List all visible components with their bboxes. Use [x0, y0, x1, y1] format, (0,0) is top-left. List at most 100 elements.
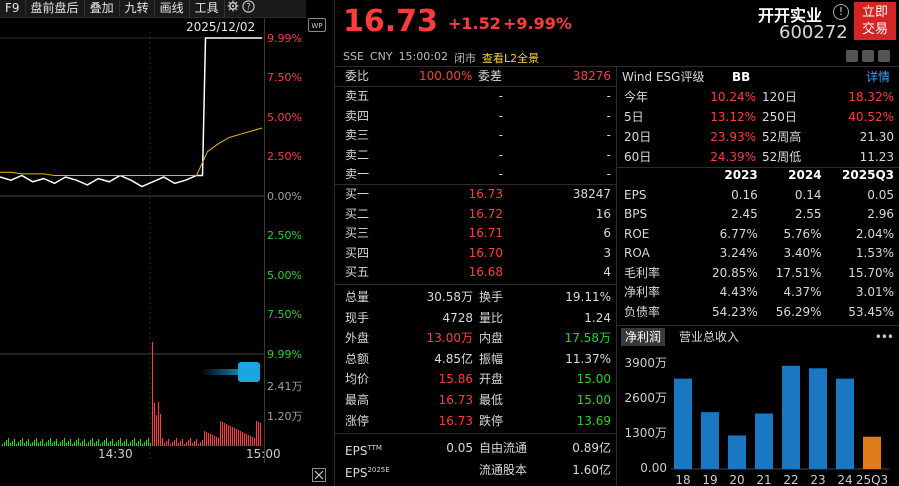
- volume-bar: [222, 422, 223, 446]
- volume-bar: [28, 439, 29, 446]
- pct-label-top-2: 5.00%: [267, 111, 302, 124]
- stat-value: 15.00: [576, 372, 611, 387]
- volume-bar: [82, 441, 83, 446]
- bid-row[interactable]: 买二 16.72 16: [345, 205, 613, 225]
- volume-bar: [36, 438, 37, 446]
- ask-price: -: [498, 128, 503, 143]
- volume-bar: [176, 438, 177, 446]
- stat-label: 振幅: [479, 351, 504, 366]
- volume-bar: [98, 439, 99, 446]
- eps-row: EPSTTM 0.05 自由流通 0.89亿: [345, 437, 613, 459]
- esg-row: Wind ESG评级 BB 详情: [622, 67, 894, 87]
- fin-value: 0.14: [794, 187, 822, 202]
- fin-value: 5.76%: [783, 226, 822, 241]
- wide-screen-icon[interactable]: WP: [308, 18, 326, 32]
- stat-label: 总额: [345, 351, 370, 366]
- ask-list: 卖五 - - 卖四 - - 卖三 - - 卖二 - - 卖一 - -: [345, 87, 613, 185]
- stat-label: 最高: [345, 392, 370, 407]
- profit-x-label: 18: [675, 473, 690, 486]
- ask-row[interactable]: 卖三 - -: [345, 126, 613, 146]
- profit-y-label: 1300万: [624, 426, 667, 440]
- stock-name: 开开实业: [758, 6, 823, 25]
- volume-bar: [244, 433, 245, 446]
- profit-bar[interactable]: [782, 365, 800, 469]
- ask-row[interactable]: 卖二 - -: [345, 146, 613, 166]
- header-tools: [846, 50, 890, 62]
- tab-revenue[interactable]: 营业总收入: [679, 330, 740, 344]
- profit-x-label: 24: [837, 473, 852, 486]
- ask-row[interactable]: 卖四 - -: [345, 107, 613, 127]
- stat-value: 4728: [442, 310, 473, 325]
- toolbar-nine-turn[interactable]: 九转: [120, 0, 155, 17]
- bid-row[interactable]: 买四 16.70 3: [345, 244, 613, 264]
- profit-bar[interactable]: [836, 378, 854, 469]
- bid-row[interactable]: 买三 16.71 6: [345, 224, 613, 244]
- ask-volume: -: [606, 167, 611, 182]
- stock-code: 600272: [779, 22, 848, 43]
- toolbar-draw-line[interactable]: 画线: [155, 0, 190, 17]
- profit-bar[interactable]: [728, 435, 746, 469]
- toolbar-premarket[interactable]: 盘前盘后: [26, 0, 85, 17]
- float-value: 0.89亿: [572, 441, 611, 455]
- float-label: 流通股本: [479, 463, 528, 477]
- ask-row[interactable]: 卖一 - -: [345, 165, 613, 185]
- more-icon[interactable]: •••: [874, 330, 894, 344]
- bell-icon[interactable]: [862, 50, 874, 62]
- fin-value: 56.29%: [775, 304, 822, 319]
- ask-label: 卖五: [345, 89, 370, 103]
- stat-label: 最低: [479, 392, 504, 407]
- stat-row: 总量 30.58万 换手 19.11%: [345, 287, 613, 308]
- volume-bar: [68, 441, 69, 446]
- toolbar-f9[interactable]: F9: [0, 0, 26, 17]
- profit-bar[interactable]: [755, 413, 773, 470]
- volume-bar: [106, 438, 107, 446]
- profit-bar[interactable]: [809, 368, 827, 469]
- volume-bar: [194, 441, 195, 446]
- bid-label: 买二: [345, 206, 370, 221]
- l2-link[interactable]: 查看L2全景: [481, 52, 540, 65]
- esg-detail-link[interactable]: 详情: [865, 70, 890, 84]
- return-label: 20日: [624, 130, 652, 144]
- stat-value: 15.86: [438, 372, 473, 387]
- volume-bar: [214, 436, 215, 446]
- tab-net-profit[interactable]: 净利润: [621, 328, 666, 346]
- fin-row: ROE 6.77% 5.76% 2.04%: [624, 225, 894, 245]
- volume-bar: [196, 439, 197, 446]
- info-icon[interactable]: !: [833, 4, 849, 20]
- trade-button[interactable]: 立即 交易: [854, 2, 896, 40]
- chart-grid: [0, 37, 264, 355]
- volume-bar: [18, 442, 19, 446]
- volume-bar: [168, 439, 169, 446]
- profit-bar[interactable]: [674, 378, 692, 469]
- bid-list: 买一 16.73 38247 买二 16.72 16 买三 16.71 6 买四 16.70 3 买五 1…: [345, 185, 613, 283]
- toolbar-tools[interactable]: 工具: [190, 0, 225, 17]
- edit-icon[interactable]: [846, 50, 858, 62]
- volume-bar: [226, 424, 227, 446]
- bid-row[interactable]: 买一 16.73 38247: [345, 185, 613, 205]
- gear-icon[interactable]: [225, 0, 241, 17]
- volume-bar: [50, 438, 51, 446]
- stat-row: 外盘 13.00万 内盘 17.58万: [345, 328, 613, 349]
- question-icon[interactable]: ?: [241, 0, 257, 18]
- return-label: 60日: [624, 150, 652, 164]
- ask-row[interactable]: 卖五 - -: [345, 87, 613, 107]
- chart-marker-widget[interactable]: [238, 362, 260, 382]
- volume-bar: [140, 439, 141, 446]
- ask-price: -: [498, 89, 503, 103]
- return-row: 60日 24.39% 52周低 11.23: [624, 147, 894, 167]
- fin-label: EPS: [624, 187, 647, 202]
- trade-button-line1: 立即: [861, 5, 888, 20]
- return-label: 5日: [624, 110, 644, 124]
- weibi-label: 委比: [345, 69, 370, 83]
- profit-bar[interactable]: [863, 436, 881, 469]
- return-value: 40.52%: [848, 110, 894, 124]
- close-icon[interactable]: [312, 468, 326, 482]
- volume-bar: [100, 444, 101, 446]
- bid-row[interactable]: 买五 16.68 4: [345, 263, 613, 283]
- plus-icon[interactable]: [878, 50, 890, 62]
- volume-bar: [156, 415, 157, 446]
- time-label-1: 15:00: [246, 447, 281, 461]
- profit-bar[interactable]: [701, 412, 719, 469]
- volume-bar: [220, 421, 221, 446]
- toolbar-overlay[interactable]: 叠加: [85, 0, 120, 17]
